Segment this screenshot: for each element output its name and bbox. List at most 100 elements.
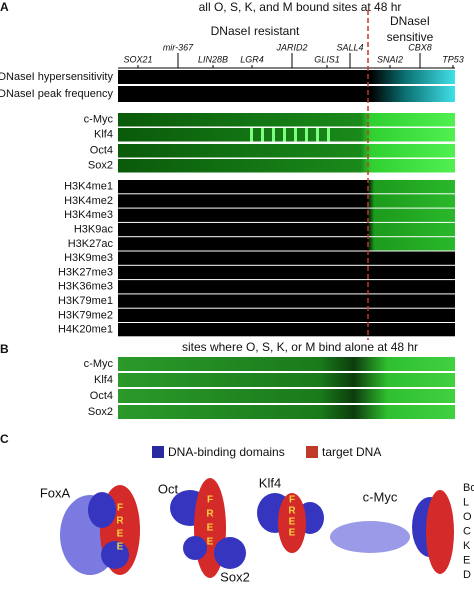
factor-track — [118, 113, 455, 127]
track-label: Oct4 — [90, 145, 113, 157]
free-letter: E — [117, 529, 124, 540]
free-letter: E — [289, 528, 296, 539]
track-label: DNaseI hypersensitivity — [0, 71, 113, 83]
free-letter: F — [289, 495, 295, 506]
gene-label: GLIS1 — [314, 54, 340, 64]
signal-stripe — [283, 128, 286, 142]
free-letter: R — [116, 516, 124, 527]
track-label: H3K4me2 — [64, 195, 113, 207]
free-letter: E — [117, 542, 124, 553]
protein-surface — [330, 521, 410, 553]
factor-track — [118, 144, 455, 158]
signal-stripe — [294, 128, 297, 142]
protein-surface — [426, 490, 454, 574]
histone-track — [118, 222, 455, 237]
track-label: H3K9me3 — [64, 252, 113, 264]
track-label: Klf4 — [94, 374, 113, 386]
track-label: Sox2 — [88, 406, 113, 418]
side-text: K — [463, 540, 471, 552]
histone-track — [118, 265, 455, 280]
histone-track — [118, 251, 455, 265]
track-b — [118, 405, 455, 419]
track-label: H3K27me3 — [58, 266, 113, 278]
legend-label: DNA-binding domains — [168, 445, 285, 459]
panel-label: A — [0, 0, 9, 14]
track-label: H3K27ac — [68, 238, 114, 250]
free-letter: F — [117, 503, 123, 514]
protein-surface — [101, 541, 129, 569]
region-label: DNaseI resistant — [211, 24, 300, 38]
histone-track — [118, 294, 455, 308]
protein-label: FoxA — [40, 485, 71, 500]
region-label: sensitive — [387, 30, 434, 44]
side-text: L — [463, 496, 469, 508]
side-text: D — [463, 569, 471, 581]
gene-label: mir-367 — [163, 42, 194, 52]
free-letter: R — [206, 509, 214, 520]
signal-stripe — [272, 128, 275, 142]
track-label: H3K79me1 — [58, 295, 113, 307]
legend-swatch — [152, 446, 164, 458]
protein-label: Klf4 — [259, 475, 281, 490]
gene-label: SNAI2 — [377, 54, 403, 64]
gene-label: LIN28B — [198, 54, 228, 64]
panel-title: all O, S, K, and M bound sites at 48 hr — [199, 0, 402, 14]
panel-title: sites where O, S, K, or M bind alone at … — [182, 340, 418, 354]
protein-surface — [278, 493, 306, 553]
protein-label: Sox2 — [220, 569, 250, 584]
side-text: O — [463, 511, 472, 523]
track-b — [118, 357, 455, 371]
track-label: H4K20me1 — [58, 324, 113, 336]
histone-track — [118, 308, 455, 322]
protein-surface — [88, 492, 116, 528]
signal-stripe — [261, 128, 264, 142]
dnase-track — [118, 70, 455, 84]
track-label: H3K4me1 — [64, 181, 113, 193]
side-text: C — [463, 525, 471, 537]
signal-stripe — [305, 128, 308, 142]
side-text: E — [463, 554, 470, 566]
track-label: H3K4me3 — [64, 209, 113, 221]
gene-label: LGR4 — [240, 54, 264, 64]
gene-label: SALL4 — [336, 42, 363, 52]
gene-label: CBX8 — [408, 42, 432, 52]
panel-label: C — [0, 432, 9, 446]
histone-track — [118, 280, 455, 294]
track-label: DNaseI peak frequency — [0, 88, 113, 100]
track-label: H3K79me2 — [58, 309, 113, 321]
protein-label: Oct — [158, 481, 179, 496]
histone-track — [118, 180, 455, 194]
signal-stripe — [316, 128, 319, 142]
free-letter: E — [207, 537, 214, 548]
track-label: c-Myc — [84, 358, 114, 370]
panel-label: B — [0, 342, 9, 356]
dnase-track — [118, 86, 455, 102]
track-label: H3K9ac — [74, 223, 114, 235]
gene-label: JARID2 — [275, 42, 307, 52]
free-letter: E — [207, 523, 214, 534]
signal-stripe — [250, 128, 253, 142]
track-label: Oct4 — [90, 390, 113, 402]
free-letter: E — [289, 517, 296, 528]
track-label: Klf4 — [94, 129, 113, 141]
free-letter: R — [288, 506, 296, 517]
legend-label: target DNA — [322, 445, 381, 459]
track-label: c-Myc — [84, 114, 114, 126]
legend-swatch — [306, 446, 318, 458]
side-text: Bo — [463, 482, 474, 494]
histone-track — [118, 323, 455, 337]
histone-track — [118, 237, 455, 251]
gene-label: SOX21 — [123, 54, 152, 64]
signal-stripe — [327, 128, 330, 142]
protein-surface — [214, 537, 246, 569]
free-letter: F — [207, 495, 213, 506]
histone-track — [118, 194, 455, 208]
track-label: Sox2 — [88, 160, 113, 172]
histone-track — [118, 208, 455, 222]
region-label: DNaseI — [390, 14, 430, 28]
track-b — [118, 373, 455, 387]
protein-surface — [183, 536, 207, 560]
protein-label: c-Myc — [363, 489, 398, 504]
